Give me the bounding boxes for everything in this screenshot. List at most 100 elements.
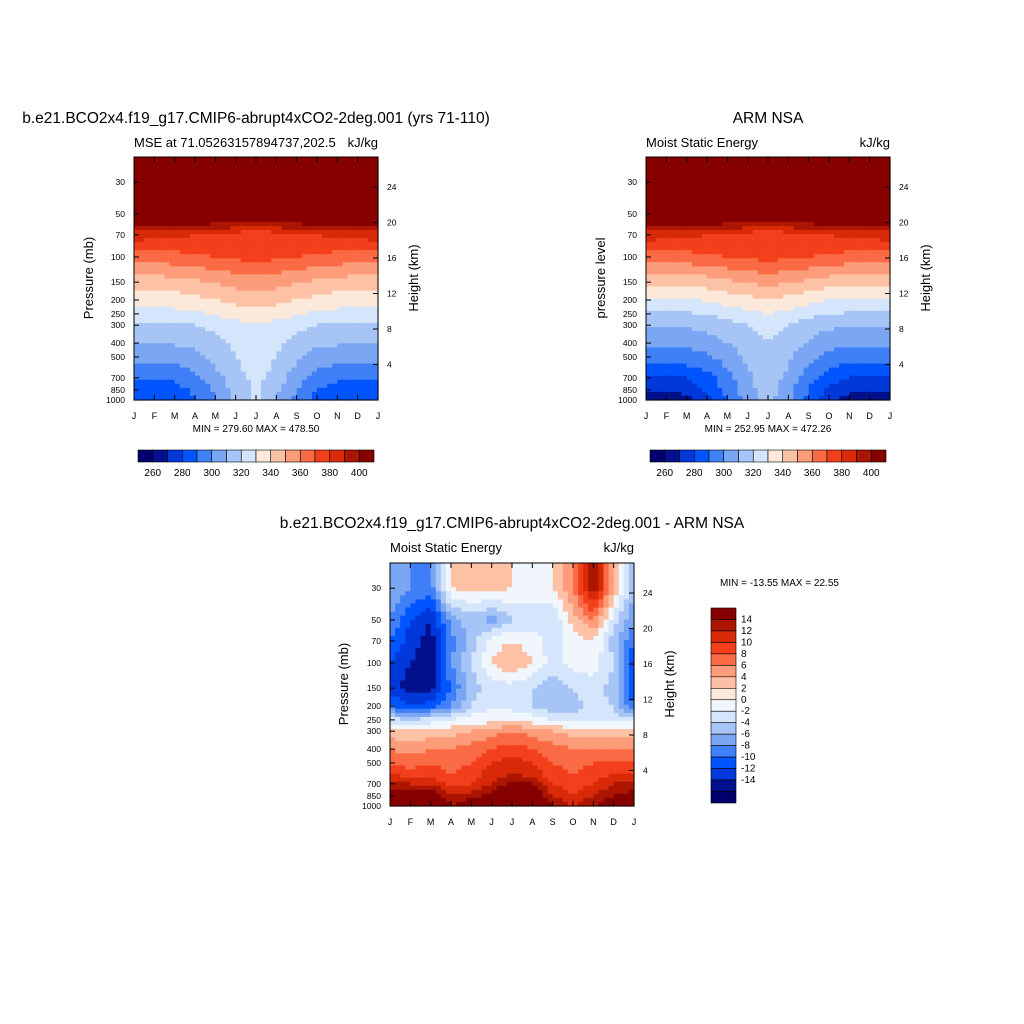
field-cell [195,165,201,170]
field-cell [225,310,232,316]
field-cell [701,310,708,316]
field-cell [261,213,267,219]
field-cell [195,335,201,340]
field-cell [372,355,379,361]
field-cell [210,225,216,231]
field-cell [337,185,344,190]
field-cell [332,347,338,352]
field-cell [235,351,242,357]
field-cell [327,371,333,377]
field-cell [250,197,257,203]
field-cell [342,359,349,365]
field-cell [266,233,272,239]
field-cell [240,351,247,357]
field-cell [783,209,789,215]
field-cell [762,274,769,280]
field-cell [235,193,242,199]
field-cell [200,197,206,203]
field-cell [134,201,140,207]
field-cell [696,258,703,263]
field-cell [372,185,379,190]
field-cell [291,221,298,227]
field-cell [266,165,272,170]
field-cell [291,169,298,174]
field-cell [834,209,840,215]
field-cell [296,161,303,166]
field-cell [778,302,784,308]
field-cell [291,391,298,397]
field-cell [230,205,237,211]
field-cell [332,375,338,381]
field-cell [681,314,688,320]
field-cell [737,246,744,251]
field-cell [829,165,835,170]
field-cell [367,229,374,235]
field-cell [281,395,288,401]
field-cell [788,217,795,223]
field-cell [301,209,308,215]
field-cell [686,298,693,304]
field-cell [701,306,708,312]
field-cell [235,298,242,304]
field-cell [189,375,196,381]
field-cell [773,323,779,328]
field-cell [184,197,191,203]
field-cell [286,197,293,203]
field-cell [134,165,140,170]
field-cell [362,169,369,174]
field-cell [220,185,227,190]
field-cell [174,213,181,219]
field-cell [722,274,728,280]
field-cell [291,282,298,288]
field-cell [864,161,871,166]
field-cell [271,201,277,207]
field-cell [732,233,739,239]
field-cell [261,254,267,259]
field-cell [352,201,359,207]
field-cell [271,363,277,369]
field-cell [311,270,318,276]
field-cell [144,274,150,280]
field-cell [646,274,652,280]
field-cell [179,387,186,393]
field-cell [732,205,739,211]
field-cell [849,266,856,271]
field-cell [189,310,196,316]
field-cell [286,314,293,320]
field-cell [347,189,354,195]
field-cell [205,314,211,320]
field-cell [337,387,344,393]
field-cell [849,246,856,251]
field-cell [342,286,349,292]
field-cell [200,254,206,259]
field-cell [352,213,359,219]
field-cell [179,359,186,365]
field-cell [235,189,242,195]
field-cell [281,233,288,239]
field-cell [149,294,155,300]
field-cell [646,173,652,178]
field-cell [864,173,871,178]
field-cell [367,367,374,373]
field-cell [317,238,323,243]
field-cell [276,331,283,336]
field-cell [250,335,257,340]
field-cell [332,379,338,385]
field-cell [144,355,150,361]
field-cell [301,355,308,361]
field-cell [823,306,830,312]
field-cell [230,189,237,195]
field-cell [205,290,211,296]
field-cell [803,189,810,195]
field-cell [327,161,333,166]
field-cell [276,395,283,401]
field-cell [727,233,734,239]
field-cell [793,213,800,219]
field-cell [179,270,186,276]
field-cell [291,229,298,235]
field-cell [225,177,232,182]
field-cell [712,225,718,231]
field-cell [859,250,866,255]
field-cell [737,314,744,320]
field-cell [230,290,237,296]
